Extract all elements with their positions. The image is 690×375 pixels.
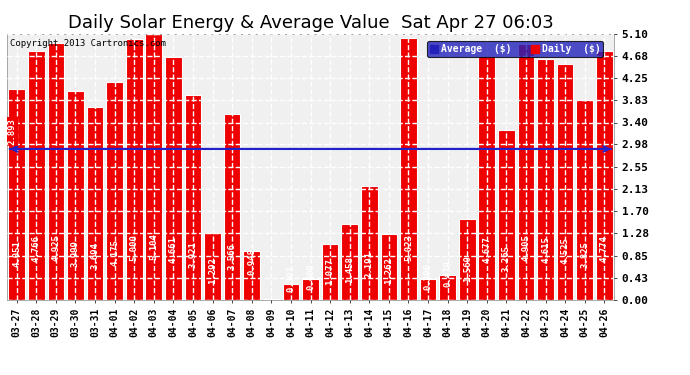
Text: 3.265: 3.265 (502, 245, 511, 272)
Text: 3.566: 3.566 (228, 243, 237, 270)
Bar (361, 186, 377, 300)
Text: 2.191: 2.191 (365, 252, 374, 279)
Bar (557, 64, 573, 300)
Text: 4.677: 4.677 (482, 236, 491, 263)
Text: 4.615: 4.615 (541, 236, 550, 263)
Bar (420, 279, 436, 300)
Text: 0.396: 0.396 (424, 263, 433, 290)
Text: 5.000: 5.000 (130, 234, 139, 261)
Bar (146, 33, 162, 300)
Bar (28, 51, 45, 300)
Text: 4.774: 4.774 (600, 236, 609, 262)
Title: Daily Solar Energy & Average Value  Sat Apr 27 06:03: Daily Solar Energy & Average Value Sat A… (68, 14, 553, 32)
Bar (283, 284, 299, 300)
Text: 1.262: 1.262 (384, 257, 393, 284)
Bar (263, 299, 279, 300)
Bar (459, 219, 475, 300)
Text: 2.893: 2.893 (8, 118, 17, 145)
Text: 4.525: 4.525 (561, 237, 570, 264)
Text: 4.925: 4.925 (51, 234, 60, 261)
Legend: Average  ($), Daily  ($): Average ($), Daily ($) (427, 41, 603, 57)
Text: 3.825: 3.825 (580, 242, 589, 268)
Text: 3.694: 3.694 (90, 242, 99, 269)
Text: 1.458: 1.458 (345, 256, 354, 283)
Text: 5.104: 5.104 (149, 233, 158, 260)
Bar (126, 39, 143, 300)
Text: 1.077: 1.077 (326, 258, 335, 285)
Text: 3.921: 3.921 (188, 241, 197, 268)
Text: Copyright 2013 Cartronics.com: Copyright 2013 Cartronics.com (10, 39, 166, 48)
Bar (498, 129, 515, 300)
Text: 5.023: 5.023 (404, 234, 413, 261)
Bar (440, 275, 456, 300)
Text: 3.999: 3.999 (71, 240, 80, 267)
Bar (244, 251, 260, 300)
Bar (576, 100, 593, 300)
Bar (538, 59, 554, 300)
Bar (478, 56, 495, 300)
Bar (322, 244, 338, 300)
Bar (8, 88, 25, 300)
Bar (106, 82, 123, 300)
Bar (185, 95, 201, 300)
Text: 4.051: 4.051 (12, 240, 21, 267)
Bar (67, 91, 83, 300)
Text: 4.905: 4.905 (522, 235, 531, 261)
Bar (400, 38, 417, 300)
Text: 0.948: 0.948 (247, 248, 256, 275)
Bar (87, 107, 104, 300)
Bar (380, 234, 397, 300)
Bar (204, 232, 221, 300)
Text: 1.292: 1.292 (208, 257, 217, 284)
Text: 4.175: 4.175 (110, 239, 119, 266)
Bar (596, 51, 613, 300)
Text: 0.307: 0.307 (286, 265, 295, 292)
Bar (224, 114, 241, 300)
Bar (165, 57, 181, 300)
Bar (48, 43, 64, 300)
Bar (342, 224, 358, 300)
Bar (518, 44, 534, 300)
Text: 1.560: 1.560 (463, 255, 472, 282)
Text: 0.400: 0.400 (306, 262, 315, 290)
Text: 4.766: 4.766 (32, 236, 41, 262)
Bar (302, 279, 319, 300)
Text: 0.479: 0.479 (443, 261, 452, 288)
Text: 4.661: 4.661 (169, 236, 178, 263)
